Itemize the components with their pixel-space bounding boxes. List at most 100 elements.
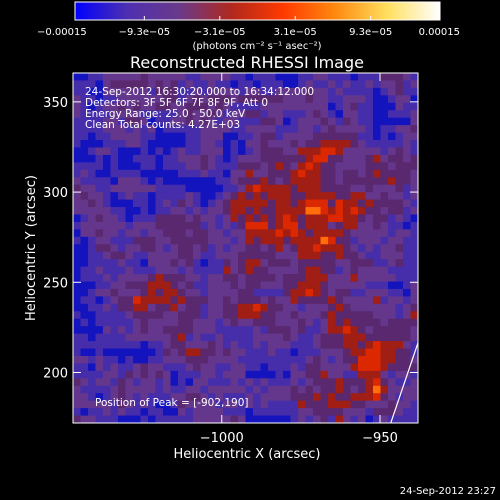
heatmap-cell — [343, 102, 351, 111]
heatmap-cell — [328, 110, 336, 119]
heatmap-cell — [230, 266, 239, 275]
heatmap-cell — [335, 348, 344, 357]
heatmap-cell — [328, 378, 336, 387]
heatmap-cell — [185, 140, 194, 148]
heatmap-cell — [320, 296, 329, 305]
heatmap-cell — [365, 333, 374, 342]
heatmap-cell — [380, 73, 389, 81]
heatmap-cell — [200, 102, 209, 111]
heatmap-cell — [313, 229, 321, 238]
heatmap-cell — [208, 140, 216, 148]
heatmap-cell — [208, 251, 216, 260]
heatmap-cell — [343, 288, 351, 297]
heatmap-cell — [260, 117, 269, 126]
heatmap-cell — [343, 214, 351, 223]
heatmap-cell — [260, 355, 269, 364]
heatmap-cell — [350, 154, 359, 163]
heatmap-cell — [88, 363, 96, 372]
heatmap-cell — [140, 370, 149, 379]
heatmap-cell — [410, 80, 418, 89]
heatmap-cell — [95, 281, 104, 290]
heatmap-cell — [358, 355, 366, 364]
heatmap-cell — [335, 162, 344, 171]
heatmap-cell — [328, 147, 336, 156]
heatmap-cell — [358, 244, 366, 253]
heatmap-cell — [298, 281, 306, 290]
heatmap-cell — [283, 251, 291, 260]
heatmap-cell — [170, 244, 179, 253]
heatmap-cell — [328, 229, 336, 238]
heatmap-cell — [253, 251, 261, 260]
heatmap-cell — [298, 251, 306, 260]
heatmap-cell — [170, 266, 179, 275]
heatmap-cell — [335, 73, 344, 81]
heatmap-cell — [380, 229, 389, 238]
heatmap-cell — [253, 140, 261, 148]
heatmap-cell — [365, 147, 374, 156]
heatmap-cell — [223, 207, 231, 215]
heatmap-cell — [328, 266, 336, 275]
heatmap-cell — [200, 229, 209, 238]
heatmap-cell — [268, 266, 276, 275]
heatmap-cell — [343, 207, 351, 215]
heatmap-cell — [350, 87, 359, 96]
heatmap-cell — [208, 80, 216, 89]
heatmap-cell — [163, 80, 171, 89]
heatmap-cell — [373, 266, 381, 275]
heatmap-cell — [395, 132, 404, 141]
heatmap-cell — [103, 400, 111, 409]
heatmap-cell — [110, 147, 119, 156]
heatmap-cell — [103, 221, 111, 230]
heatmap-cell — [110, 162, 119, 171]
heatmap-cell — [268, 184, 276, 193]
heatmap-cell — [118, 207, 126, 215]
heatmap-cell — [410, 311, 418, 320]
heatmap-cell — [103, 281, 111, 290]
heatmap-cell — [350, 348, 359, 357]
heatmap-cell — [133, 199, 141, 208]
heatmap-cell — [410, 400, 418, 409]
heatmap-cell — [80, 154, 89, 163]
heatmap-cell — [103, 326, 111, 335]
heatmap-cell — [193, 251, 201, 260]
heatmap-cell — [388, 288, 396, 297]
heatmap-cell — [223, 244, 231, 253]
heatmap-cell — [118, 259, 126, 268]
heatmap-cell — [103, 192, 111, 200]
heatmap-cell — [73, 177, 81, 186]
heatmap-cell — [410, 154, 418, 163]
heatmap-cell — [343, 221, 351, 230]
heatmap-cell — [365, 102, 374, 111]
heatmap-cell — [313, 207, 321, 215]
heatmap-cell — [95, 400, 104, 409]
heatmap-cell — [365, 355, 374, 364]
heatmap-cell — [230, 318, 239, 327]
heatmap-cell — [238, 296, 246, 305]
heatmap-cell — [200, 236, 209, 245]
heatmap-cell — [208, 117, 216, 126]
heatmap-cell — [238, 363, 246, 372]
heatmap-cell — [305, 162, 314, 171]
heatmap-cell — [260, 125, 269, 133]
heatmap-cell — [155, 177, 164, 186]
heatmap-cell — [140, 162, 149, 171]
heatmap-cell — [260, 199, 269, 208]
heatmap-cell — [283, 408, 291, 416]
heatmap-cell — [305, 132, 314, 141]
heatmap-cell — [290, 199, 299, 208]
heatmap-cell — [283, 274, 291, 282]
heatmap-cell — [298, 95, 306, 104]
heatmap-cell — [388, 132, 396, 141]
heatmap-cell — [80, 169, 89, 178]
heatmap-cell — [388, 370, 396, 379]
heatmap-cell — [313, 214, 321, 223]
heatmap-cell — [283, 385, 291, 394]
heatmap-cell — [410, 229, 418, 238]
heatmap-cell — [200, 184, 209, 193]
heatmap-cell — [290, 87, 299, 96]
heatmap-cell — [365, 184, 374, 193]
heatmap-cell — [260, 184, 269, 193]
heatmap-cell — [343, 73, 351, 81]
heatmap-cell — [373, 370, 381, 379]
heatmap-cell — [185, 370, 194, 379]
